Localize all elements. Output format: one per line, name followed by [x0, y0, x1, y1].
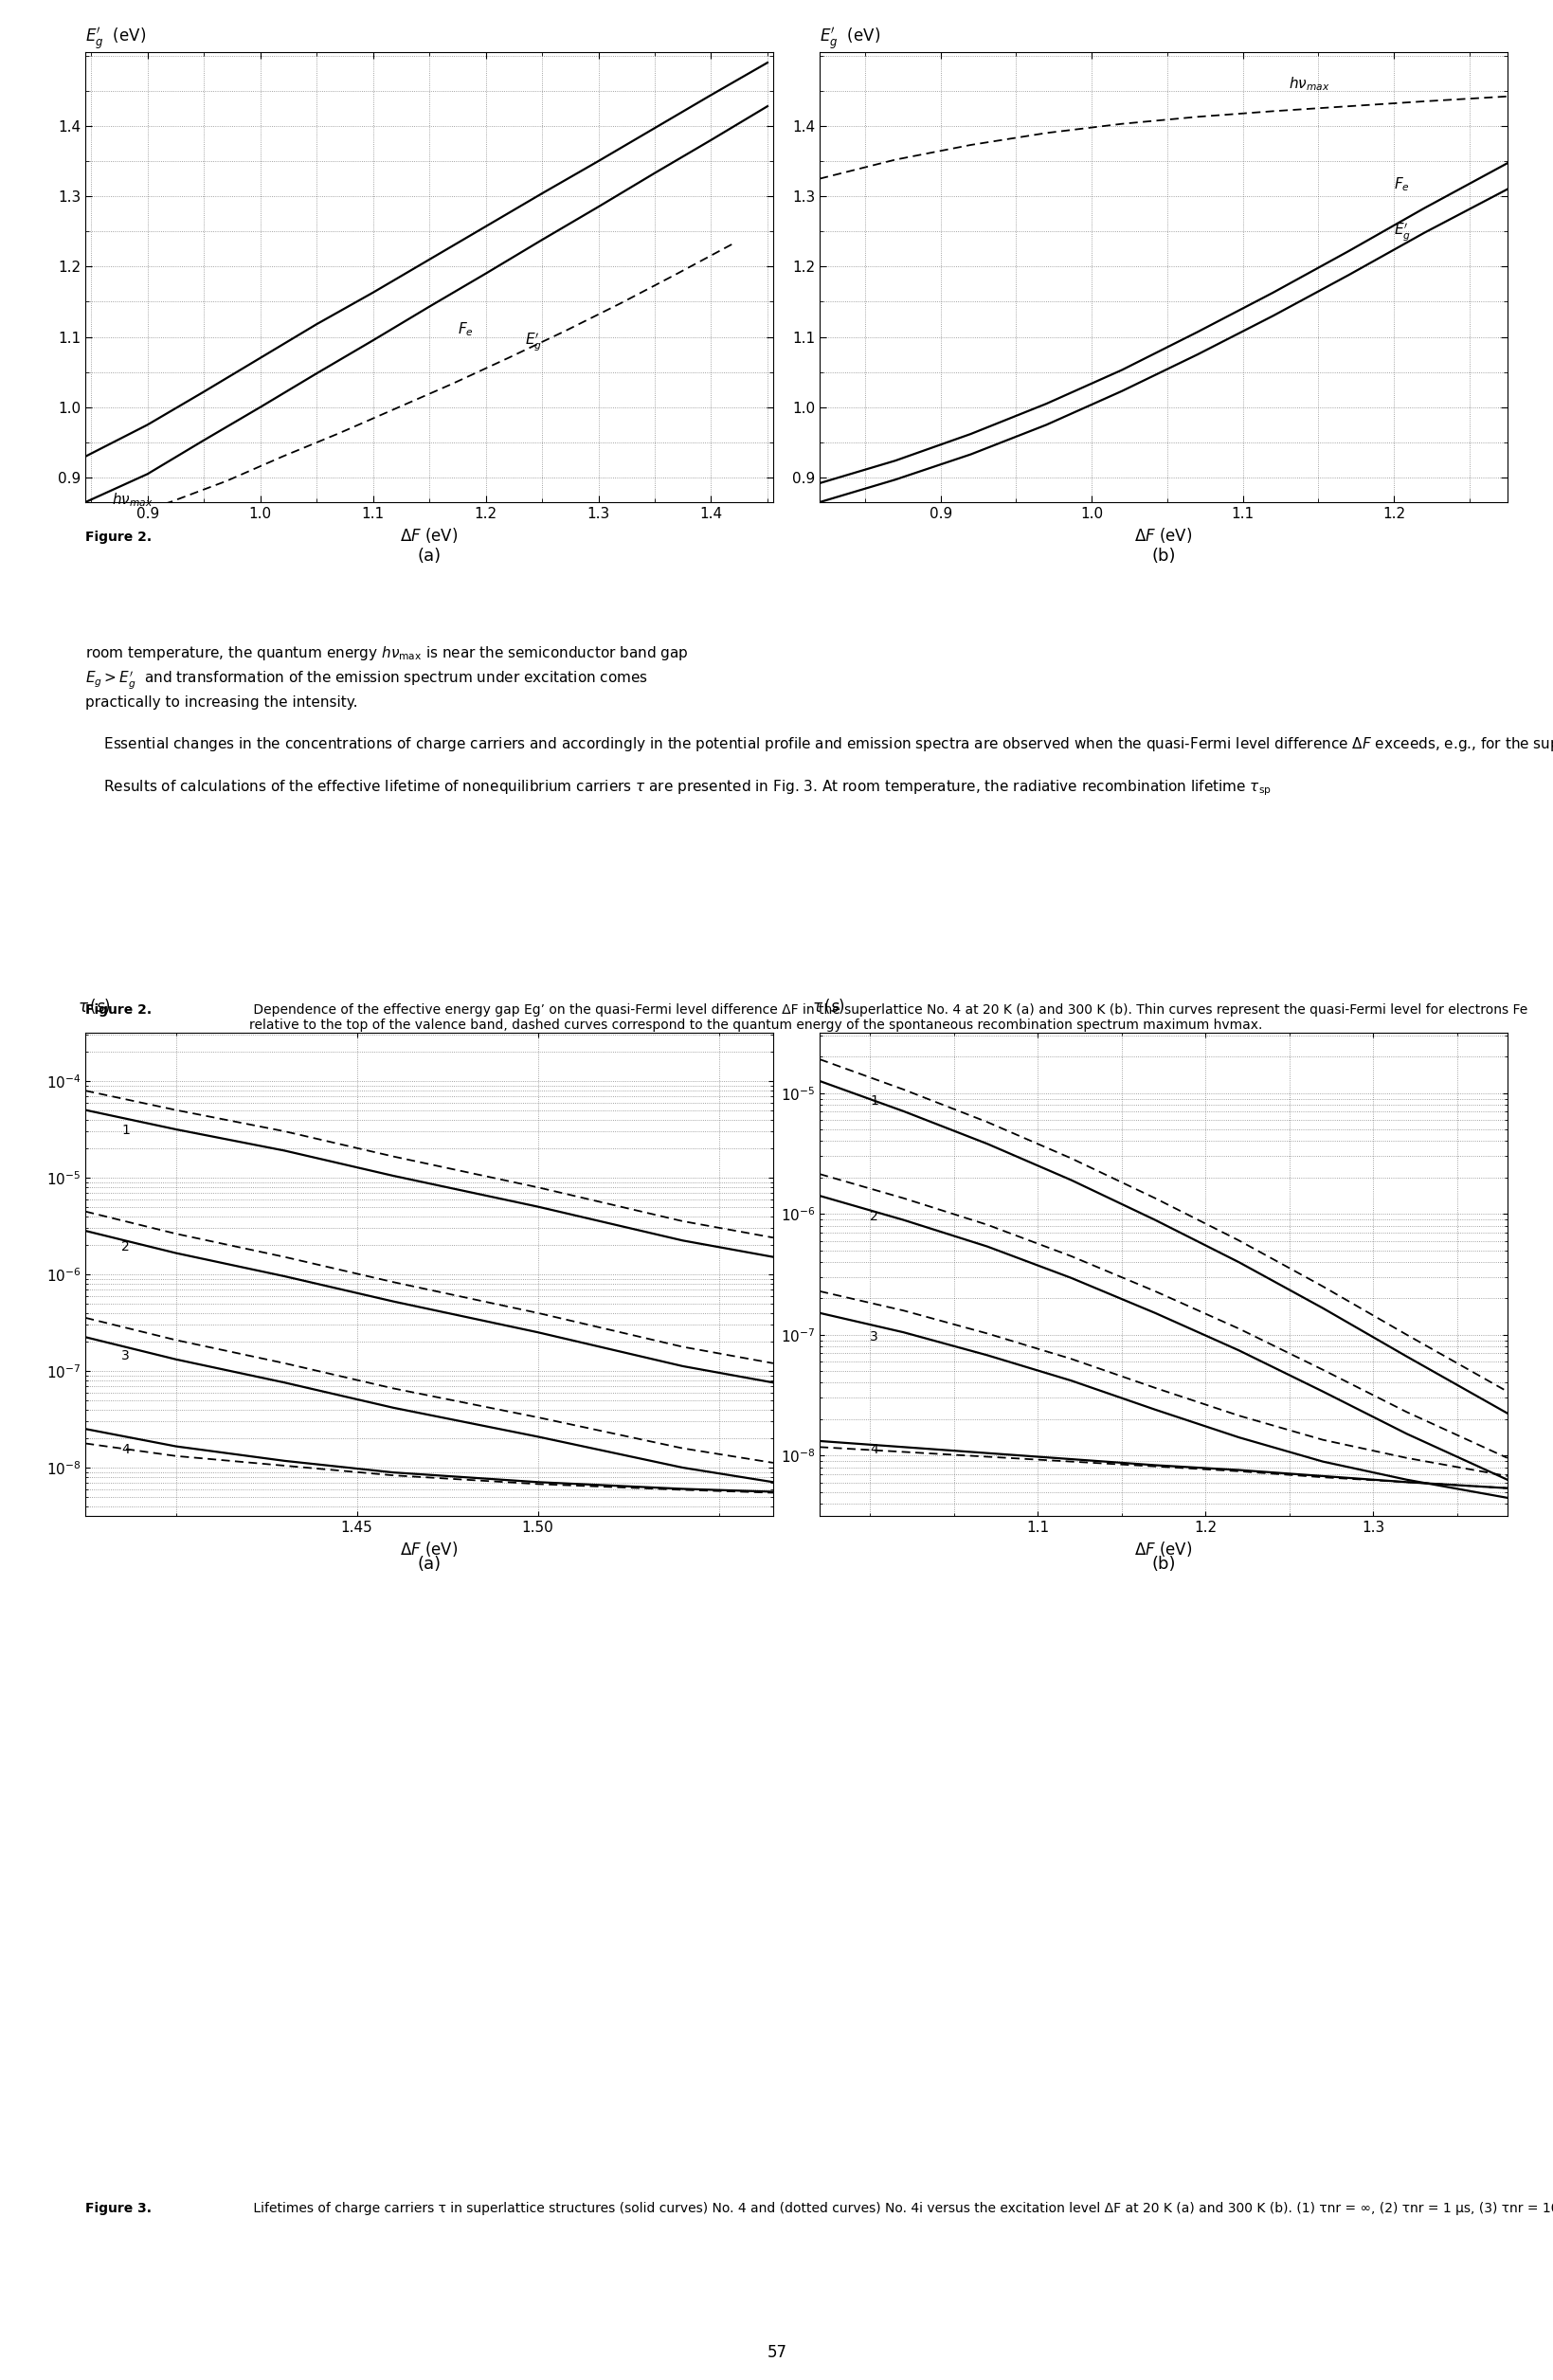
Text: $F_e$: $F_e$ — [1393, 176, 1409, 193]
Text: Figure 2.: Figure 2. — [85, 1004, 152, 1016]
Text: 1: 1 — [870, 1095, 877, 1109]
Text: $E_g'$  (eV): $E_g'$ (eV) — [820, 26, 881, 52]
X-axis label: $\Delta F$ (eV): $\Delta F$ (eV) — [1134, 1540, 1191, 1559]
Text: Dependence of the effective energy gap Eg’ on the quasi-Fermi level difference Δ: Dependence of the effective energy gap E… — [248, 1004, 1527, 1033]
Text: $F_e$: $F_e$ — [457, 321, 474, 338]
Text: $E_g'$: $E_g'$ — [525, 331, 542, 352]
Text: $\tau\,(s)$: $\tau\,(s)$ — [78, 997, 110, 1016]
Text: Lifetimes of charge carriers τ in superlattice structures (solid curves) No. 4 a: Lifetimes of charge carriers τ in superl… — [248, 2202, 1553, 2216]
Text: Figure 3.: Figure 3. — [85, 2202, 152, 2216]
X-axis label: $\Delta F$ (eV): $\Delta F$ (eV) — [401, 1540, 458, 1559]
Text: (a): (a) — [418, 547, 441, 564]
Text: Figure 2.: Figure 2. — [85, 531, 152, 545]
Text: $\tau\,(s)$: $\tau\,(s)$ — [811, 997, 845, 1016]
X-axis label: $\Delta F$ (eV): $\Delta F$ (eV) — [401, 526, 458, 545]
Text: 4: 4 — [870, 1442, 877, 1457]
Text: room temperature, the quantum energy $h\nu_{\rm max}$ is near the semiconductor : room temperature, the quantum energy $h\… — [85, 645, 1553, 797]
X-axis label: $\Delta F$ (eV): $\Delta F$ (eV) — [1134, 526, 1191, 545]
Text: $E_g'$  (eV): $E_g'$ (eV) — [85, 26, 146, 52]
Text: 3: 3 — [870, 1330, 877, 1345]
Text: $h\nu_{max}$: $h\nu_{max}$ — [112, 490, 152, 509]
Text: (b): (b) — [1151, 1557, 1176, 1573]
Text: (b): (b) — [1151, 547, 1176, 564]
Text: (a): (a) — [418, 1557, 441, 1573]
Text: $E_g'$: $E_g'$ — [1393, 221, 1410, 243]
Text: 1: 1 — [121, 1123, 130, 1138]
Text: 2: 2 — [121, 1240, 130, 1252]
Text: 3: 3 — [121, 1349, 130, 1361]
Text: 57: 57 — [767, 2344, 786, 2361]
Text: 2: 2 — [870, 1209, 877, 1223]
Text: 4: 4 — [121, 1442, 130, 1457]
Text: $h\nu_{max}$: $h\nu_{max}$ — [1287, 76, 1329, 93]
